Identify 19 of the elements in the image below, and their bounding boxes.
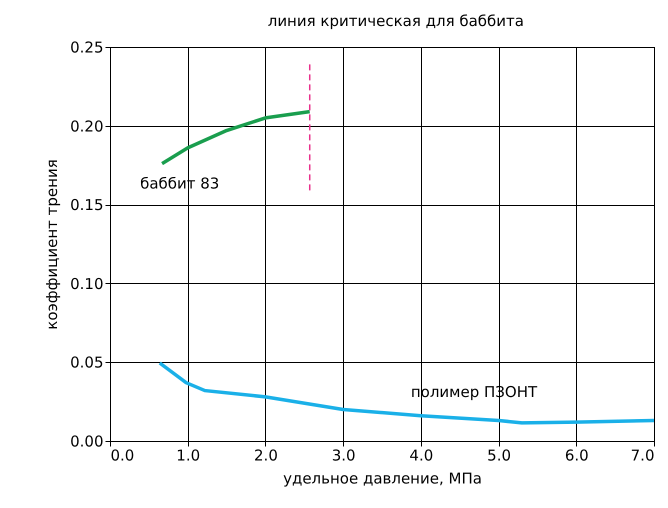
line-series	[158, 361, 654, 425]
x-tick-label: 4.0	[409, 446, 434, 464]
x-tick-label: 1.0	[176, 446, 200, 464]
line-series	[160, 110, 312, 166]
x-axis-title: удельное давление, МПа	[283, 470, 482, 488]
annotation: линия критическая для баббита	[268, 12, 524, 30]
y-tick-label: 0.20	[70, 117, 104, 136]
x-tick-label: 5.0	[487, 446, 511, 464]
x-tick-label: 6.0	[564, 446, 589, 464]
y-tick-label: 0.25	[70, 38, 104, 56]
x-tick-label: 3.0	[332, 446, 356, 464]
y-tick-label: 0.00	[70, 432, 104, 450]
x-tick-label: 2.0	[254, 446, 278, 464]
x-tick-label: 7.0	[630, 446, 654, 464]
y-tick-label: 0.05	[70, 354, 104, 372]
y-tick-label: 0.10	[70, 274, 104, 293]
x-tick-label: 0.0	[110, 446, 134, 464]
y-tick-label: 0.15	[70, 196, 104, 214]
y-axis-title: коэффициент трения	[43, 159, 62, 330]
